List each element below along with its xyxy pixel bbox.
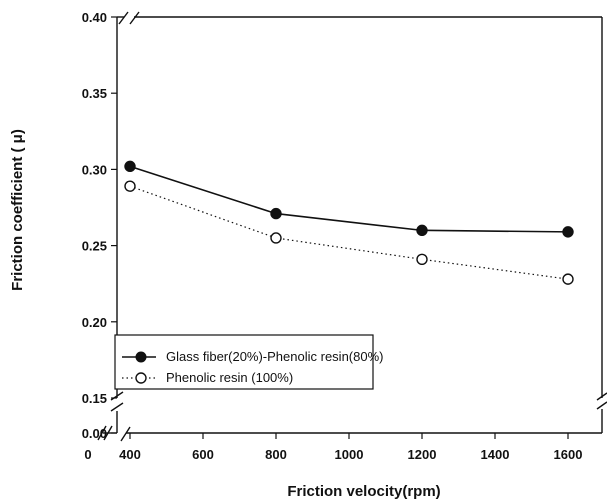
y-tick-label: 0.20: [82, 315, 107, 330]
series-1-point: [124, 180, 136, 192]
y-axis-title: Friction coefficient ( μ): [9, 129, 26, 291]
y-tick-label: 0.30: [82, 162, 107, 177]
legend-box: [114, 334, 374, 390]
series-line-0: [129, 165, 569, 233]
y-break-mark-2: [110, 402, 124, 412]
x-tick-label: 0: [84, 447, 91, 462]
y-tick-label: 0.35: [82, 86, 107, 101]
x-tick-label: 1000: [335, 447, 364, 462]
series-layer: [124, 160, 574, 285]
legend: Glass fiber(20%)-Phenolic resin(80%) Phe…: [114, 334, 383, 390]
right-break-mark-2: [596, 401, 607, 410]
series-1-point: [562, 273, 574, 285]
x-axis-title: Friction velocity(rpm): [287, 483, 440, 500]
legend-label-phenolic: Phenolic resin (100%): [166, 370, 293, 385]
y-tick-label: 0.40: [82, 10, 107, 25]
series-0-point: [270, 207, 282, 220]
y-tick-label: 0.15: [82, 391, 107, 406]
legend-label-glass-fiber: Glass fiber(20%)-Phenolic resin(80%): [166, 349, 383, 364]
x-tick-label: 1600: [554, 447, 583, 462]
plot-frame: [97, 11, 607, 442]
series-1-point: [416, 253, 428, 266]
y-tick-label: 0.00: [82, 426, 107, 441]
right-break-mark-1: [596, 392, 607, 401]
legend-marker-phenolic: [135, 372, 147, 384]
axis-ticks: 0.00 0.15 0.20 0.25 0.30 0.35 0.40 0 400 600 800 10…: [82, 10, 583, 462]
top-break-mark-2: [129, 11, 140, 25]
series-line-1: [129, 185, 569, 280]
series-0-point: [124, 160, 136, 173]
legend-marker-glass-fiber: [135, 351, 147, 363]
x-tick-label: 1400: [481, 447, 510, 462]
top-break-mark-1: [118, 11, 129, 25]
x-tick-label: 400: [119, 447, 141, 462]
series-0-point: [416, 224, 428, 237]
series-0-point: [562, 226, 574, 238]
y-tick-label: 0.25: [82, 239, 107, 254]
x-tick-label: 800: [265, 447, 287, 462]
x-break-mark-1: [97, 425, 107, 441]
x-break-mark-3: [120, 426, 131, 442]
series-1-point: [270, 232, 282, 244]
x-tick-label: 1200: [408, 447, 437, 462]
x-break-mark-2: [103, 425, 113, 441]
x-tick-label: 600: [192, 447, 214, 462]
y-break-mark-1: [110, 391, 124, 401]
